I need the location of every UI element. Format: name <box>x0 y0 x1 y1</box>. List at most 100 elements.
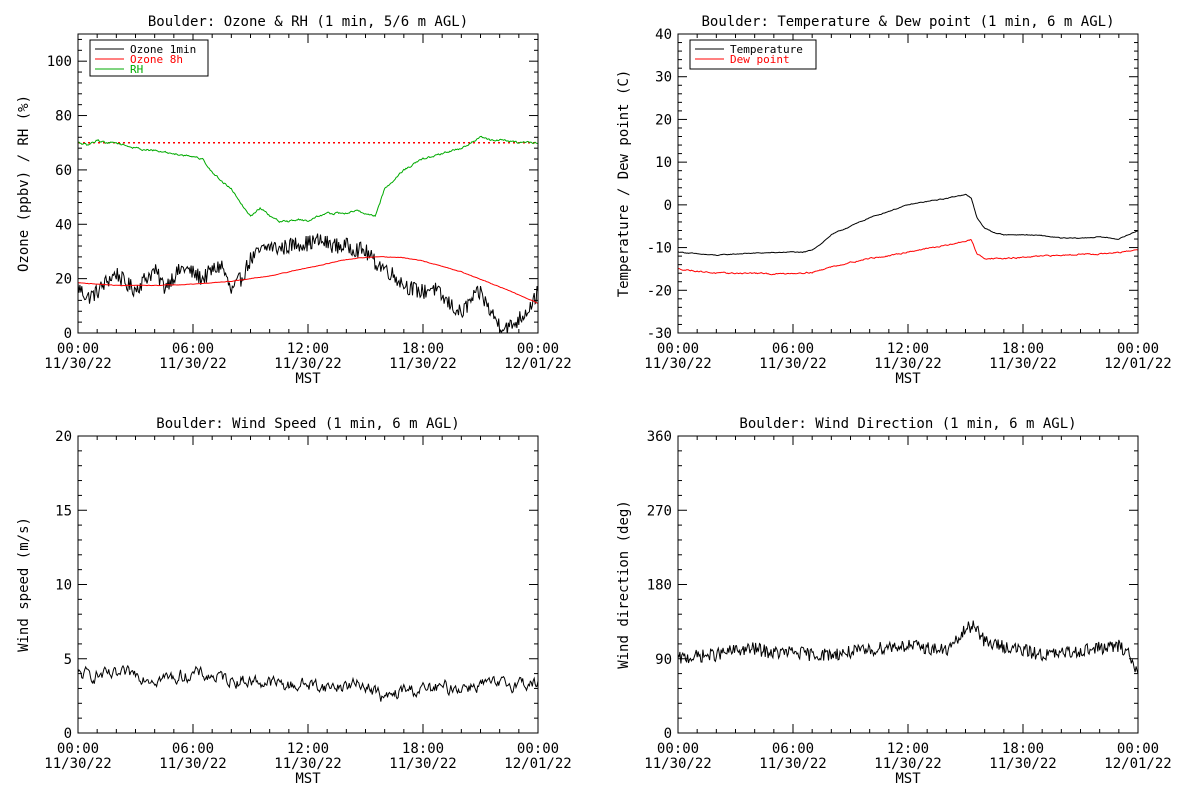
y-tick-label: 30 <box>655 70 672 86</box>
x-tick-label-date: 11/30/22 <box>274 356 341 372</box>
x-tick-label-time: 00:00 <box>657 741 699 757</box>
x-tick-label-date: 11/30/22 <box>644 356 711 372</box>
y-tick-label: 20 <box>55 429 72 445</box>
x-tick-label-time: 00:00 <box>57 741 99 757</box>
chart-title: Boulder: Ozone & RH (1 min, 5/6 m AGL) <box>148 14 468 30</box>
y-tick-label: 5 <box>64 652 72 668</box>
x-tick-label-date: 11/30/22 <box>874 756 941 772</box>
y-tick-label: 60 <box>55 163 72 179</box>
y-tick-label: 0 <box>64 326 72 342</box>
x-tick-label-date: 11/30/22 <box>389 356 456 372</box>
y-tick-label: 15 <box>55 503 72 519</box>
y-tick-label: -30 <box>647 326 672 342</box>
legend-entry: Ozone 8h <box>130 53 183 66</box>
x-tick-label-date: 11/30/22 <box>759 756 826 772</box>
x-tick-label-time: 00:00 <box>517 741 559 757</box>
y-tick-label: 0 <box>664 726 672 742</box>
y-axis-label: Wind speed (m/s) <box>16 517 32 652</box>
y-axis-label: Ozone (ppbv) / RH (%) <box>16 95 32 272</box>
y-tick-label: 10 <box>55 578 72 594</box>
plot-frame <box>677 33 1139 334</box>
x-axis-label: MST <box>295 371 321 387</box>
x-tick-label-date: 11/30/22 <box>989 756 1056 772</box>
chart-title: Boulder: Temperature & Dew point (1 min,… <box>701 14 1114 30</box>
y-tick-label: 20 <box>655 112 672 128</box>
x-tick-label-date: 11/30/22 <box>44 756 111 772</box>
y-tick-label: 20 <box>55 272 72 288</box>
y-tick-label: 100 <box>47 54 72 70</box>
series-line-1 <box>678 620 1138 675</box>
x-tick-label-time: 00:00 <box>57 341 99 357</box>
y-tick-label: 270 <box>647 503 672 519</box>
x-tick-label-time: 00:00 <box>1117 341 1159 357</box>
plot-frame <box>677 435 1139 734</box>
y-tick-label: 80 <box>55 109 72 125</box>
x-tick-label-date: 11/30/22 <box>874 356 941 372</box>
y-tick-label: 10 <box>655 155 672 171</box>
plot-frame <box>77 33 539 334</box>
legend-entry: Temperature <box>730 43 803 56</box>
x-tick-label-time: 06:00 <box>772 741 814 757</box>
x-tick-label-date: 11/30/22 <box>274 756 341 772</box>
x-tick-label-time: 18:00 <box>1002 741 1044 757</box>
chart-panel-2: Boulder: Temperature & Dew point (1 min,… <box>616 14 1172 387</box>
x-tick-label-date: 11/30/22 <box>44 356 111 372</box>
x-tick-label-date: 11/30/22 <box>759 356 826 372</box>
x-tick-label-time: 12:00 <box>287 341 329 357</box>
x-axis-label: MST <box>895 371 921 387</box>
y-tick-label: 180 <box>647 578 672 594</box>
series-line-rh <box>78 135 538 224</box>
y-axis-label: Temperature / Dew point (C) <box>616 70 632 298</box>
x-tick-label-time: 06:00 <box>172 741 214 757</box>
x-axis-label: MST <box>895 771 921 787</box>
x-tick-label-date: 11/30/22 <box>644 756 711 772</box>
x-tick-label-date: 11/30/22 <box>989 356 1056 372</box>
chart-title: Boulder: Wind Direction (1 min, 6 m AGL) <box>739 416 1076 432</box>
y-tick-label: 40 <box>55 217 72 233</box>
y-tick-label: -20 <box>647 283 672 299</box>
y-tick-label: 40 <box>655 27 672 43</box>
x-axis-label: MST <box>295 771 321 787</box>
chart-panel-1: Boulder: Ozone & RH (1 min, 5/6 m AGL) 0 2… <box>16 14 572 387</box>
y-tick-label: 0 <box>64 726 72 742</box>
x-tick-label-date: 12/01/22 <box>504 356 571 372</box>
chart-panel-3: Boulder: Wind Speed (1 min, 6 m AGL) 0 5 10… <box>16 416 572 787</box>
series-line-dew-point <box>678 239 1138 276</box>
y-tick-label: 90 <box>655 652 672 668</box>
x-tick-label-date: 11/30/22 <box>159 356 226 372</box>
y-tick-label: -10 <box>647 241 672 257</box>
y-axis-label: Wind direction (deg) <box>616 500 632 669</box>
plot-frame <box>77 435 539 734</box>
x-tick-label-time: 18:00 <box>402 341 444 357</box>
x-tick-label-date: 11/30/22 <box>389 756 456 772</box>
legend-box <box>89 39 209 77</box>
legend-entry: Ozone 1min <box>130 43 196 56</box>
x-tick-label-time: 00:00 <box>1117 741 1159 757</box>
series-line-1 <box>78 664 538 702</box>
series-line-ozone-8h <box>78 256 538 304</box>
y-tick-label: 0 <box>664 198 672 214</box>
x-tick-label-time: 00:00 <box>517 341 559 357</box>
x-tick-label-time: 12:00 <box>887 341 929 357</box>
x-tick-label-time: 12:00 <box>287 741 329 757</box>
x-tick-label-date: 12/01/22 <box>1104 756 1171 772</box>
legend-box <box>689 39 817 70</box>
x-tick-label-date: 12/01/22 <box>1104 356 1171 372</box>
legend-entry: RH <box>130 63 143 76</box>
x-tick-label-time: 06:00 <box>172 341 214 357</box>
x-tick-label-time: 18:00 <box>1002 341 1044 357</box>
x-tick-label-time: 18:00 <box>402 741 444 757</box>
x-tick-label-time: 00:00 <box>657 341 699 357</box>
legend-entry: Dew point <box>730 53 790 66</box>
x-tick-label-date: 12/01/22 <box>504 756 571 772</box>
chart-panel-4: Boulder: Wind Direction (1 min, 6 m AGL)… <box>616 416 1172 787</box>
y-tick-label: 360 <box>647 429 672 445</box>
series-line-ozone-1min <box>78 233 538 333</box>
series-line-temperature <box>678 193 1138 257</box>
x-tick-label-date: 11/30/22 <box>159 756 226 772</box>
x-tick-label-time: 12:00 <box>887 741 929 757</box>
x-tick-label-time: 06:00 <box>772 341 814 357</box>
